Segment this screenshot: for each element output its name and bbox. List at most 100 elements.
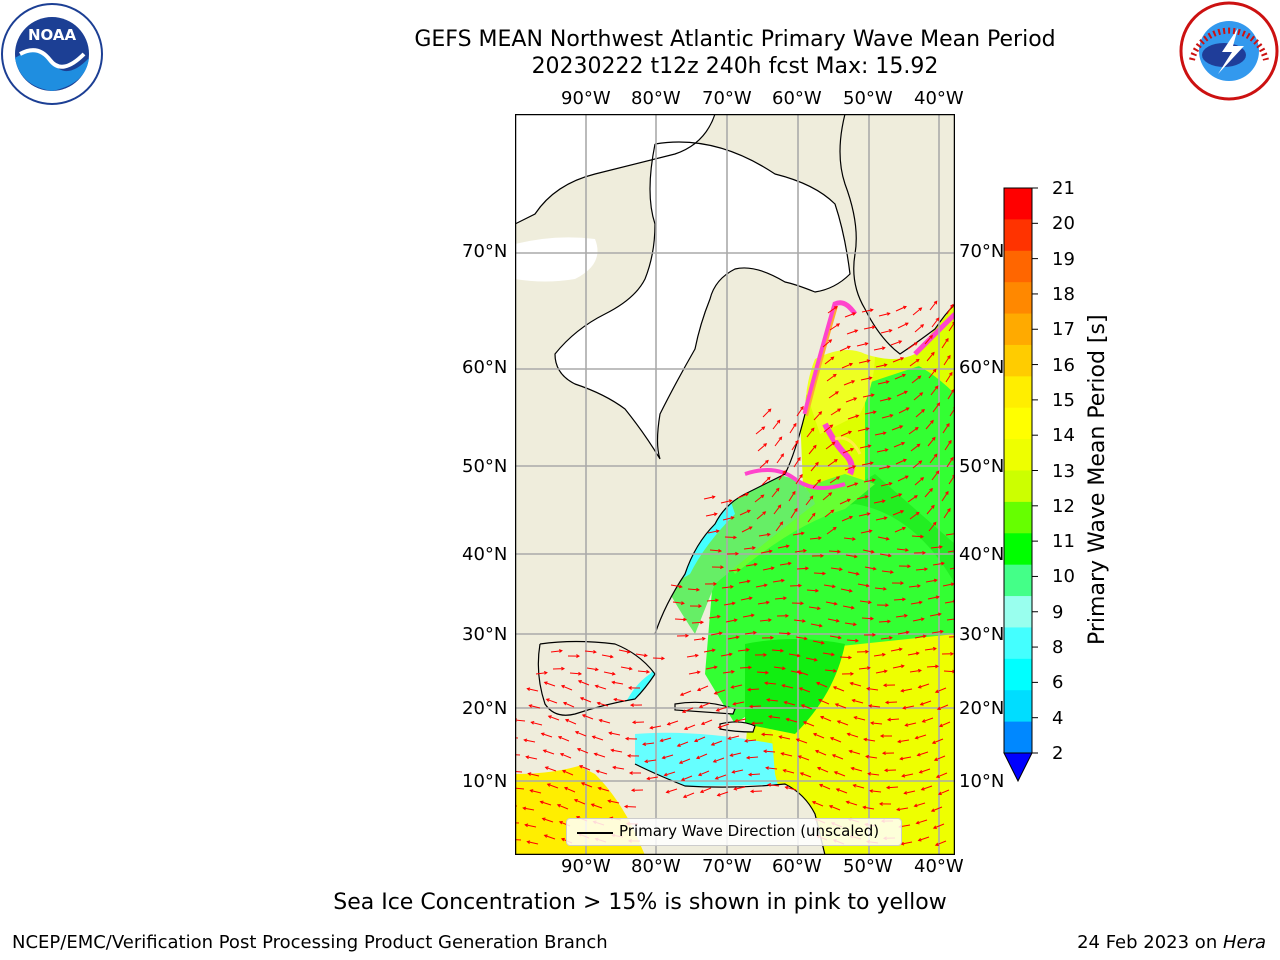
wave-arrow-head xyxy=(542,749,547,753)
wave-arrow-head xyxy=(780,453,785,458)
wave-arrow-head xyxy=(918,307,923,311)
wave-arrow-head xyxy=(863,737,868,742)
wave-arrow-head xyxy=(848,749,853,754)
wave-arrow-head xyxy=(903,613,908,618)
wave-arrow-head xyxy=(787,561,792,566)
wave-arrow-head xyxy=(678,760,683,764)
wave-arrow xyxy=(943,355,951,366)
wave-arrow xyxy=(714,689,726,695)
wave-arrow-head xyxy=(934,385,939,390)
wave-arrow xyxy=(827,459,838,467)
wave-arrow-head xyxy=(701,636,706,641)
wave-arrow-head xyxy=(539,800,544,805)
wave-arrow-head xyxy=(813,657,818,662)
wave-arrow-head xyxy=(594,684,599,689)
wave-arrow xyxy=(898,739,910,743)
colorbar-tick-label: 10 xyxy=(1052,566,1075,588)
wave-arrow xyxy=(562,770,574,776)
wave-arrow-head xyxy=(665,789,670,794)
wave-arrow-head xyxy=(745,755,750,760)
wave-arrow xyxy=(762,408,772,418)
wave-arrow-head xyxy=(627,686,632,690)
colorbar-segment xyxy=(1004,596,1032,628)
wave-arrow xyxy=(762,567,774,571)
wave-arrow-head xyxy=(811,801,816,805)
wave-arrow-head xyxy=(783,700,788,705)
wave-arrow xyxy=(915,409,925,418)
wave-arrow xyxy=(783,769,795,774)
wave-arrow xyxy=(849,750,861,755)
wave-arrow xyxy=(612,681,624,685)
wave-arrow-head xyxy=(578,765,583,769)
wave-arrow-head xyxy=(920,324,925,328)
wave-arrow xyxy=(760,550,772,554)
wave-arrow xyxy=(875,670,887,674)
wave-arrow xyxy=(609,732,621,736)
wave-arrow-head xyxy=(748,665,753,670)
wave-arrow-head xyxy=(819,715,824,720)
wave-arrow xyxy=(737,493,749,499)
wave-arrow-head xyxy=(900,581,905,585)
wave-arrow-head xyxy=(904,322,909,326)
wave-arrow xyxy=(942,583,954,587)
wave-arrow-head xyxy=(730,670,735,674)
wave-arrow-head xyxy=(855,414,860,419)
wave-arrow xyxy=(841,516,853,522)
wave-arrow-head xyxy=(865,754,870,759)
wave-arrow-head xyxy=(881,346,886,351)
wave-arrow xyxy=(946,457,954,468)
wave-arrow-head xyxy=(883,516,888,520)
wave-arrow-head xyxy=(768,549,773,554)
wave-arrow xyxy=(944,440,952,451)
wave-arrow-head xyxy=(952,669,955,674)
wave-arrow-head xyxy=(543,834,548,838)
wave-arrow-head xyxy=(783,596,788,601)
wave-arrow xyxy=(945,533,955,536)
wave-arrow-head xyxy=(932,368,937,373)
wave-arrow-head xyxy=(574,731,579,735)
wave-arrow xyxy=(561,685,573,691)
wave-arrow xyxy=(846,801,858,806)
wave-arrow-head xyxy=(781,684,786,688)
wave-arrow-head xyxy=(914,495,918,499)
wave-arrow xyxy=(772,419,781,430)
wave-arrow-head xyxy=(546,783,551,787)
wave-arrow-head xyxy=(914,426,919,431)
wave-arrow-head xyxy=(629,703,634,707)
wave-arrow xyxy=(939,721,951,727)
wave-arrow xyxy=(716,706,728,712)
wave-arrow-head xyxy=(920,534,925,539)
wave-arrow-head xyxy=(770,635,775,640)
wave-arrow xyxy=(943,508,951,519)
wave-arrow xyxy=(670,584,682,588)
wave-arrow-head xyxy=(644,759,649,764)
wave-arrow xyxy=(739,509,751,516)
wave-arrow-head xyxy=(530,721,535,725)
wave-arrow xyxy=(868,773,880,776)
wave-arrow-head xyxy=(598,718,603,723)
wave-arrow xyxy=(823,584,835,588)
lon-label-bottom-80w: 80°W xyxy=(631,856,681,877)
wave-arrow xyxy=(697,685,709,691)
wave-arrow xyxy=(915,734,927,739)
wave-arrow-head xyxy=(762,511,767,515)
wave-arrow xyxy=(943,670,955,673)
colorbar-segment xyxy=(1004,627,1032,660)
lon-label-top-50w: 50°W xyxy=(843,88,893,109)
wave-arrow xyxy=(843,380,855,386)
wave-arrow-head xyxy=(745,648,750,652)
wave-arrow-head xyxy=(918,769,923,774)
wave-arrow xyxy=(852,699,864,704)
wave-arrow-head xyxy=(937,791,942,796)
wave-arrow xyxy=(828,391,839,399)
lat-label-right-30n: 30°N xyxy=(959,624,1005,645)
wave-arrow-head xyxy=(871,478,876,483)
wave-arrow-head xyxy=(580,782,585,786)
wave-arrow xyxy=(806,427,815,438)
wave-arrow-head xyxy=(920,617,925,622)
wave-arrow xyxy=(535,672,547,675)
wave-arrow xyxy=(922,717,934,723)
wave-arrow xyxy=(774,597,787,600)
wave-arrow-head xyxy=(733,618,738,623)
wave-arrow xyxy=(696,753,708,759)
